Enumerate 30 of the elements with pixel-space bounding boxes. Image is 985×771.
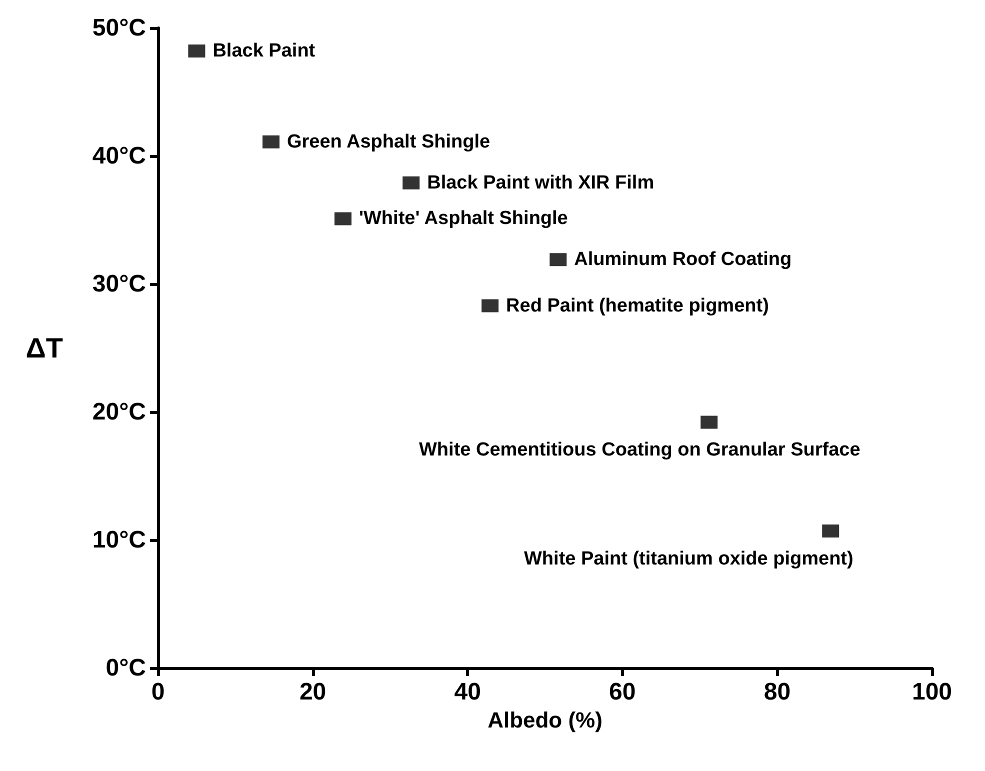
y-tick-label: 10°C — [92, 526, 146, 554]
x-axis-title: Albedo (%) — [488, 707, 602, 732]
point — [550, 253, 567, 266]
point — [402, 176, 420, 190]
y-tick-label: 50°C — [92, 14, 146, 42]
x-tick-label: 0 — [151, 678, 165, 706]
x-tick-label: 100 — [912, 678, 952, 706]
annotation: Aluminum Roof Coating — [574, 249, 792, 270]
annotation: Black Paint with XIR Film — [427, 172, 654, 194]
point — [700, 416, 718, 429]
annotation: White Cementitious Coating on Granular Surface — [419, 440, 860, 461]
annotation: Black Paint — [212, 40, 316, 62]
annotation: 'White' Asphalt Shingle — [358, 208, 568, 230]
x-tick-label: 40 — [454, 678, 481, 706]
point — [188, 44, 206, 58]
point — [822, 524, 840, 538]
annotation: Red Paint (hematite pigment) — [506, 295, 769, 316]
x-tick-label: 20 — [299, 678, 326, 706]
y-tick-label: 0°C — [106, 654, 146, 682]
point — [262, 135, 280, 148]
x-tick-label: 80 — [764, 678, 791, 706]
y-tick-label: 40°C — [92, 142, 146, 170]
annotation: White Paint (titanium oxide pigment) — [524, 548, 854, 570]
y-tick-label: 20°C — [92, 398, 146, 426]
annotation: Green Asphalt Shingle — [287, 131, 490, 152]
point — [482, 299, 499, 312]
x-tick-label: 60 — [609, 678, 636, 706]
y-tick-label: 30°C — [92, 270, 146, 298]
point — [334, 212, 352, 226]
y-axis-title: ΔT — [26, 332, 63, 364]
